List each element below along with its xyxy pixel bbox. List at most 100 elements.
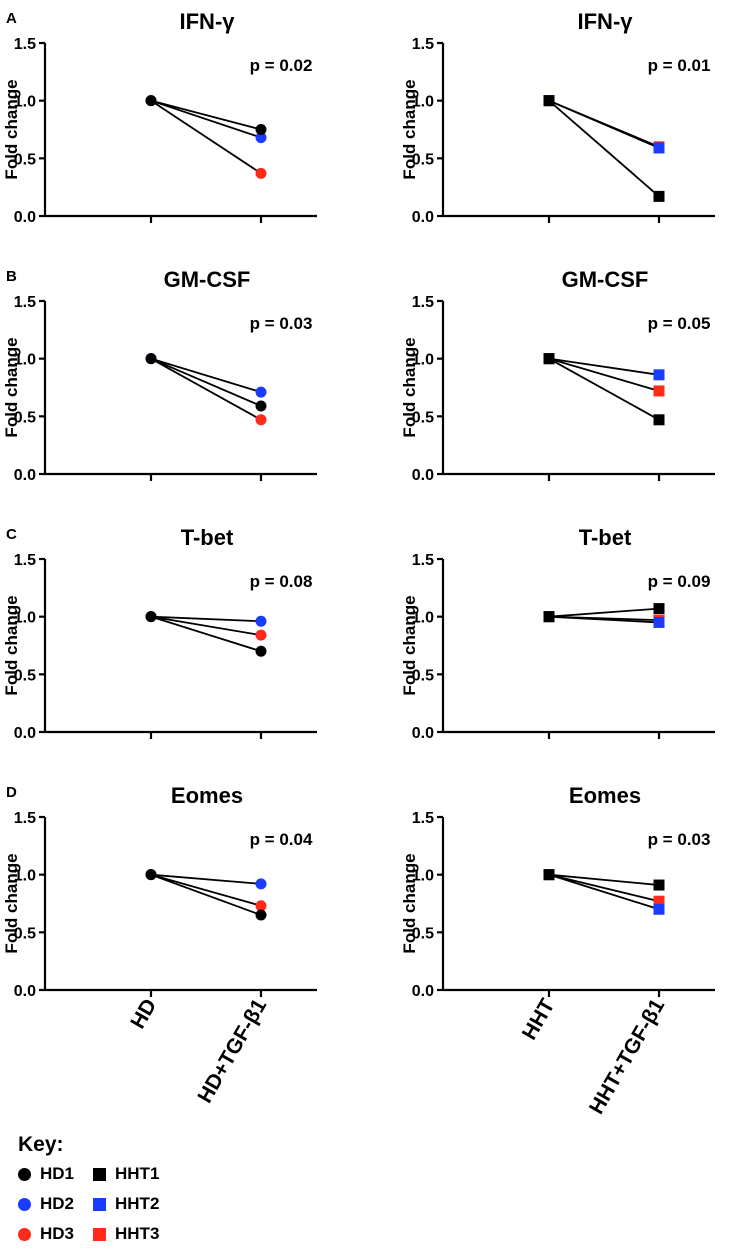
point-hht1-baseline: [543, 95, 555, 107]
panel-title: T-bet: [181, 525, 234, 550]
panel-letter: B: [6, 268, 17, 285]
figure: A IFN-γ Fold change 0.0 0.5 1.0 1.5 p = 0.02 IFN…: [2, 9, 715, 1118]
y-axis-label: Fold change: [2, 337, 21, 437]
key-item-hd1: HD1: [18, 1161, 93, 1187]
key-grid: HD1 HHT1 HD2 HHT2 HD3 HHT3: [18, 1161, 203, 1247]
y-tick-label: 0.5: [14, 667, 36, 684]
point-hd1-treated: [255, 124, 267, 135]
panel-title: GM-CSF: [164, 267, 251, 292]
y-tick-label: 1.0: [14, 352, 36, 369]
key-label: HD1: [40, 1164, 75, 1183]
y-tick-label: 1.5: [412, 810, 434, 827]
series-line-hht1: [548, 607, 660, 618]
key-label: HHT1: [115, 1164, 160, 1183]
key-item-hd2: HD2: [18, 1191, 93, 1217]
y-tick-label: 0.5: [412, 409, 434, 426]
point-hht1-treated: [653, 879, 665, 891]
y-axis-label: Fold change: [400, 337, 419, 437]
point-hht1-treated: [653, 414, 665, 426]
key-item-hht2: HHT2: [93, 1191, 203, 1217]
key-label: HHT3: [115, 1224, 160, 1243]
y-tick-label: 0.0: [14, 983, 36, 1000]
point-hd1-baseline: [145, 611, 157, 623]
point-hd2-treated: [255, 615, 267, 627]
point-hd1-treated: [255, 909, 267, 921]
p-value: p = 0.01: [648, 56, 711, 75]
y-tick-label: 1.0: [412, 94, 434, 111]
panel-title: IFN-γ: [578, 9, 634, 34]
point-hht1-baseline: [543, 353, 555, 365]
panel-3-2: T-bet Fold change 0.0 0.5 1.0 1.5 p = 0.09: [400, 525, 715, 742]
panel-title: Eomes: [569, 783, 641, 808]
y-tick-label: 0.5: [412, 151, 434, 168]
y-tick-label: 1.0: [14, 610, 36, 627]
series-line-hd2: [150, 99, 262, 139]
series-line-hht1: [548, 873, 660, 886]
y-tick-label: 0.0: [412, 209, 434, 226]
y-tick-label: 1.0: [412, 352, 434, 369]
x-category-label: HHT: [518, 995, 560, 1044]
series-line-hht2: [548, 357, 660, 376]
series-line-hd1: [150, 357, 262, 407]
key-label: HD2: [40, 1194, 75, 1213]
series-line-hd1: [150, 615, 262, 653]
key-marker-circle: [18, 1227, 31, 1241]
series-line-hd3: [150, 615, 262, 637]
panel-3-1: C T-bet Fold change 0.0 0.5 1.0 1.5 p = 0.08: [2, 525, 317, 742]
point-hd2-treated: [255, 878, 267, 890]
y-tick-label: 0.0: [14, 467, 36, 484]
point-hht2-treated: [653, 369, 665, 381]
y-tick-label: 1.5: [14, 552, 36, 569]
y-tick-label: 0.0: [412, 725, 434, 742]
x-category-label: HHT+TGF-β1: [585, 995, 670, 1118]
panel-letter: D: [6, 784, 17, 801]
y-tick-label: 0.0: [14, 725, 36, 742]
y-tick-label: 1.5: [412, 36, 434, 53]
series-line-hht3: [548, 615, 660, 622]
p-value: p = 0.03: [250, 314, 313, 333]
series-line-hd1: [150, 99, 262, 131]
y-tick-label: 0.5: [412, 925, 434, 942]
panel-title: T-bet: [579, 525, 632, 550]
y-axis-label: Fold change: [400, 853, 419, 953]
series-line-hht3: [548, 357, 660, 392]
point-hd3-treated: [255, 629, 267, 641]
key-label: HD3: [40, 1224, 75, 1243]
panel-1-2: IFN-γ Fold change 0.0 0.5 1.0 1.5 p = 0.01: [400, 9, 715, 226]
panel-title: Eomes: [171, 783, 243, 808]
y-axis-label: Fold change: [400, 595, 419, 695]
panel-2-2: GM-CSF Fold change 0.0 0.5 1.0 1.5 p = 0.05: [400, 267, 715, 484]
point-hht3-treated: [653, 895, 665, 907]
key-title: Key:: [18, 1133, 64, 1156]
point-hht1-treated: [653, 190, 665, 202]
panel-2-1: B GM-CSF Fold change 0.0 0.5 1.0 1.5 p = 0.03: [2, 267, 317, 484]
p-value: p = 0.09: [648, 572, 711, 591]
point-hht2-treated: [653, 142, 665, 154]
panel-title: GM-CSF: [562, 267, 649, 292]
y-axis-label: Fold change: [2, 595, 21, 695]
point-hd1-treated: [255, 400, 267, 412]
y-axis-label: Fold change: [2, 853, 21, 953]
y-tick-label: 0.5: [412, 667, 434, 684]
panel-letter: A: [6, 10, 17, 27]
key-marker-square: [93, 1167, 106, 1181]
key-label: HHT2: [115, 1194, 160, 1213]
point-hht2-treated: [653, 616, 665, 628]
series-line-hd3: [150, 357, 262, 421]
p-value: p = 0.08: [250, 572, 313, 591]
panel-4-2: Eomes Fold change 0.0 0.5 1.0 1.5 p = 0.03 HHT H…: [400, 783, 715, 1118]
point-hht2-treated: [653, 903, 665, 915]
y-axis-label: Fold change: [2, 79, 21, 179]
key-marker-circle: [18, 1167, 31, 1181]
panel-4-1: D Eomes Fold change 0.0 0.5 1.0 1.5 p = 0.04 HD H…: [2, 783, 317, 1107]
panel-letter: C: [6, 526, 17, 543]
series-line-hd3: [150, 873, 262, 907]
y-tick-label: 1.0: [14, 94, 36, 111]
series-line-hht1: [548, 99, 660, 198]
series-line-hht3: [548, 99, 660, 148]
key-marker-square: [93, 1227, 106, 1241]
y-tick-label: 0.5: [14, 925, 36, 942]
p-value: p = 0.04: [250, 830, 313, 849]
y-tick-label: 0.0: [14, 209, 36, 226]
p-value: p = 0.05: [648, 314, 711, 333]
